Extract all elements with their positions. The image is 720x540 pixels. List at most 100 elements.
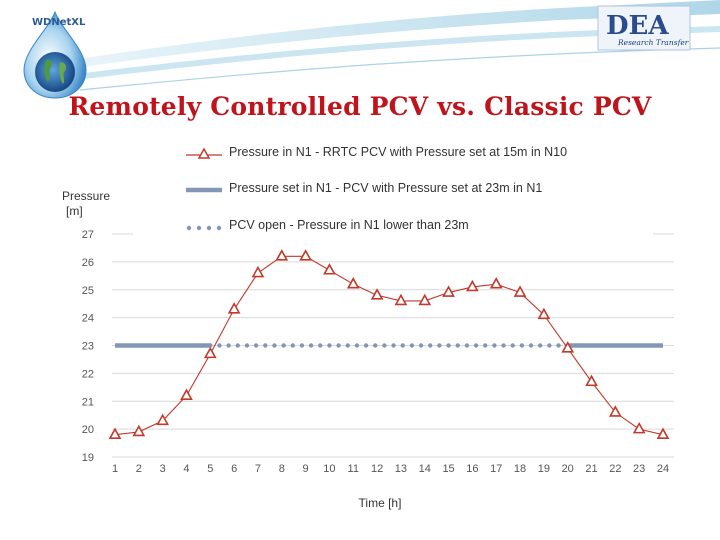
series-rrtc-point bbox=[585, 374, 598, 387]
series-rrtc-point bbox=[537, 307, 551, 320]
y-axis-label-line1: Pressure bbox=[62, 189, 111, 203]
x-tick-label: 14 bbox=[419, 463, 431, 475]
x-tick-label: 17 bbox=[490, 463, 502, 475]
x-tick-label: 15 bbox=[442, 463, 454, 475]
y-tick-label: 26 bbox=[82, 257, 94, 269]
x-tick-label: 24 bbox=[657, 463, 669, 475]
x-tick-label: 1 bbox=[112, 463, 118, 475]
series-rrtc-point bbox=[370, 288, 384, 300]
series-rrtc-point bbox=[275, 249, 289, 261]
legend-label-pcv-open: PCV open - Pressure in N1 lower than 23m bbox=[229, 218, 469, 232]
series-rrtc-point bbox=[656, 427, 670, 440]
y-tick-label: 27 bbox=[82, 229, 94, 241]
y-tick-label: 24 bbox=[82, 313, 94, 325]
series-pcv-open-dot bbox=[437, 343, 442, 348]
series-pcv-open-dot bbox=[455, 343, 460, 348]
series-pcv-open-dot bbox=[281, 343, 286, 348]
x-tick-label: 11 bbox=[348, 463, 359, 475]
y-tick-label: 20 bbox=[82, 424, 94, 436]
series-rrtc-point bbox=[418, 293, 432, 306]
series-rrtc-point bbox=[561, 341, 575, 353]
legend-label-rrtc: Pressure in N1 - RRTC PCV with Pressure … bbox=[229, 145, 568, 159]
x-tick-label: 5 bbox=[207, 463, 213, 475]
series-rrtc-point bbox=[489, 277, 503, 289]
legend-item-rrtc: Pressure in N1 - RRTC PCV with Pressure … bbox=[186, 145, 626, 163]
series-rrtc-point bbox=[323, 263, 336, 275]
series-rrtc-point bbox=[394, 293, 408, 306]
x-tick-label: 19 bbox=[538, 463, 550, 475]
series-pcv-open-dot bbox=[428, 343, 433, 348]
series-pcv-open-dot bbox=[226, 343, 231, 348]
legend-item-pcv-open: PCV open - Pressure in N1 lower than 23m bbox=[186, 218, 626, 236]
y-tick-label: 21 bbox=[82, 396, 94, 408]
x-tick-label: 22 bbox=[609, 463, 621, 475]
series-rrtc-point bbox=[299, 249, 312, 261]
series-pcv-open-dot bbox=[400, 343, 405, 348]
series-rrtc-point bbox=[608, 405, 622, 417]
y-tick-label: 22 bbox=[82, 368, 94, 380]
series-rrtc-point bbox=[346, 277, 360, 289]
x-tick-label: 20 bbox=[562, 463, 574, 475]
series-pcv-open-dot bbox=[492, 343, 497, 348]
series-pcv-open-dot bbox=[327, 343, 332, 348]
x-axis-label: Time [h] bbox=[358, 496, 402, 510]
x-tick-label: 7 bbox=[255, 463, 261, 475]
water-drop-globe-logo bbox=[23, 10, 87, 99]
x-tick-label: 8 bbox=[279, 463, 285, 475]
series-pcv-open-dot bbox=[336, 343, 341, 348]
series-pcv-open-dot bbox=[208, 343, 213, 348]
series-pcv-open-dot bbox=[354, 343, 360, 348]
series-pcv-open-dot bbox=[235, 343, 240, 348]
series-pcv-open-dot bbox=[308, 343, 314, 348]
logo-left-text: WDNetXL bbox=[32, 17, 86, 28]
series-pcv-open-dot bbox=[538, 343, 543, 348]
x-tick-label: 12 bbox=[371, 463, 383, 475]
x-tick-label: 23 bbox=[633, 463, 645, 475]
x-tick-label: 3 bbox=[160, 463, 166, 475]
series-rrtc-point bbox=[466, 279, 479, 292]
x-tick-label: 13 bbox=[395, 463, 407, 475]
legend-dotted-line-icon bbox=[186, 225, 222, 231]
series-rrtc-point bbox=[632, 421, 646, 434]
series-pcv-open-dot bbox=[244, 343, 250, 348]
y-tick-label: 25 bbox=[82, 285, 94, 297]
legend-label-pressure-set: Pressure set in N1 - PCV with Pressure s… bbox=[229, 181, 543, 195]
series-pcv-open-dot bbox=[510, 343, 515, 348]
series-pcv-open-dot bbox=[272, 343, 277, 348]
series-pcv-open-dot bbox=[528, 343, 534, 348]
series-pcv-open-dot bbox=[409, 343, 415, 348]
series-pcv-open-dot bbox=[473, 343, 479, 348]
series-pcv-open-dot bbox=[483, 343, 488, 348]
series-pcv-open-dot bbox=[547, 343, 552, 348]
y-axis-label-line2: [m] bbox=[66, 204, 83, 218]
series-pcv-open-dot bbox=[418, 343, 424, 348]
x-tick-label: 16 bbox=[466, 463, 478, 475]
series-pcv-open-dot bbox=[382, 343, 387, 348]
series-rrtc-point bbox=[442, 285, 455, 297]
series-rrtc-point bbox=[180, 388, 193, 400]
x-tick-label: 4 bbox=[183, 463, 189, 475]
series-pcv-open-dot bbox=[217, 343, 222, 348]
series-pcv-open-dot bbox=[263, 343, 268, 348]
logo-right-mark: DEA bbox=[606, 11, 669, 41]
series-pcv-open-dot bbox=[363, 343, 369, 348]
series-rrtc-point bbox=[108, 427, 122, 440]
series-pcv-open-dot bbox=[519, 343, 525, 348]
series-pcv-open-dot bbox=[299, 343, 305, 348]
legend-thick-line-icon bbox=[186, 187, 222, 193]
x-tick-label: 6 bbox=[231, 463, 237, 475]
series-rrtc-point bbox=[227, 302, 241, 314]
series-rrtc-point bbox=[513, 285, 527, 297]
y-tick-label: 19 bbox=[82, 452, 94, 464]
x-tick-label: 9 bbox=[303, 463, 309, 475]
y-tick-label: 23 bbox=[82, 341, 94, 353]
x-tick-label: 21 bbox=[585, 463, 597, 475]
x-tick-label: 18 bbox=[514, 463, 526, 475]
legend-item-pressure-set: Pressure set in N1 - PCV with Pressure s… bbox=[186, 181, 626, 199]
series-rrtc-point bbox=[251, 265, 265, 278]
logo-right-subtext: Research Transfer bbox=[617, 38, 689, 47]
series-rrtc-point bbox=[132, 424, 146, 437]
series-rrtc-line bbox=[114, 255, 664, 436]
series-pcv-open-dot bbox=[501, 343, 506, 348]
series-pcv-open-dot bbox=[446, 343, 451, 348]
